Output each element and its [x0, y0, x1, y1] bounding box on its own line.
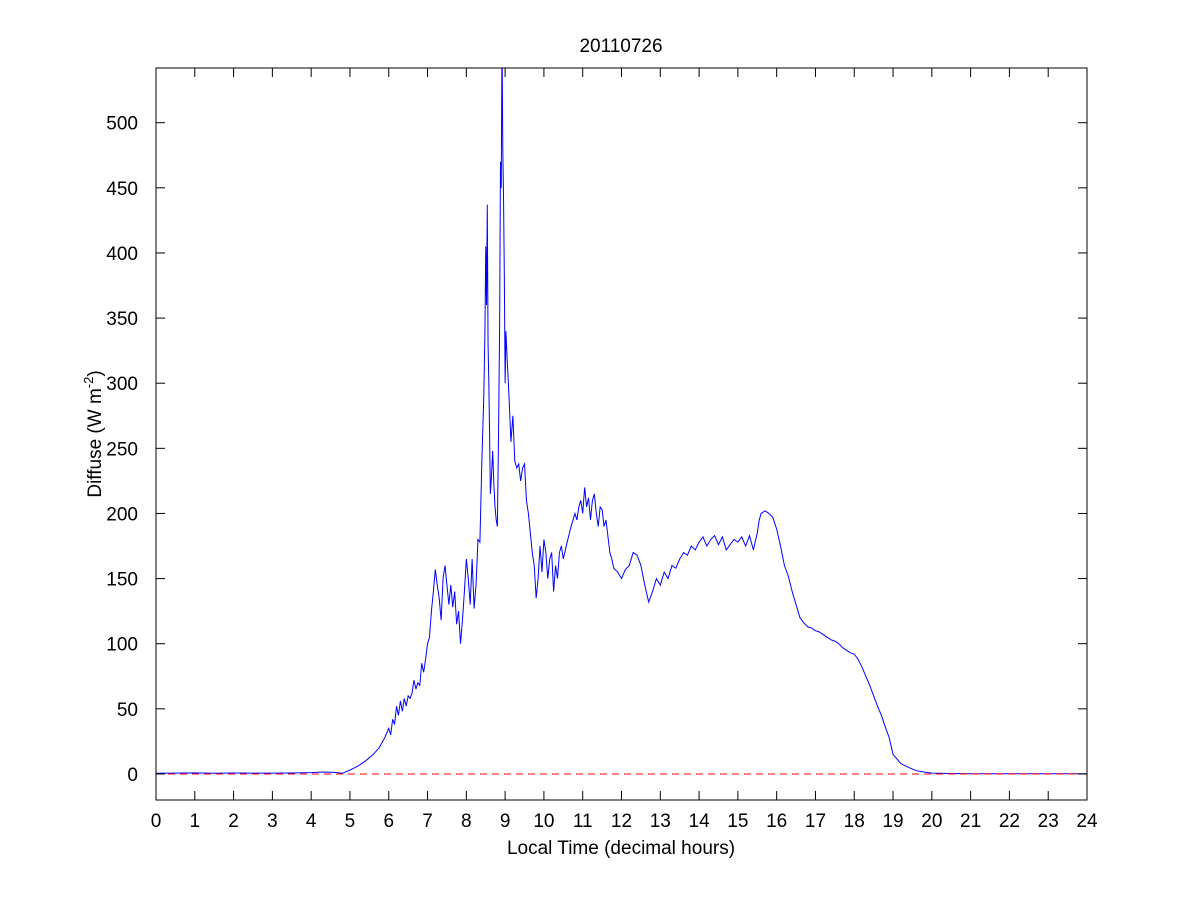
plot-area — [156, 68, 1087, 800]
y-tick-label: 50 — [117, 700, 138, 721]
y-axis-title-close: ) — [85, 370, 106, 376]
y-tick-label: 500 — [106, 114, 138, 135]
x-tick-label: 5 — [345, 811, 356, 832]
x-tick-label: 11 — [573, 811, 593, 832]
y-axis-title-superscript: -2 — [81, 377, 96, 389]
x-tick-label: 0 — [151, 811, 162, 832]
x-tick-label: 23 — [1038, 811, 1059, 832]
x-tick-label: 18 — [844, 811, 865, 832]
x-tick-label: 1 — [190, 811, 201, 832]
diffuse-series-line — [156, 68, 1087, 775]
x-tick-label: 4 — [306, 811, 317, 832]
x-tick-label: 3 — [267, 811, 278, 832]
x-tick-label: 10 — [533, 811, 554, 832]
y-tick-label: 200 — [106, 504, 138, 525]
chart-title: 20110726 — [579, 36, 662, 57]
y-tick-label: 100 — [106, 635, 138, 656]
x-tick-label: 19 — [882, 811, 903, 832]
axes-box — [155, 67, 1088, 801]
y-tick-label: 150 — [106, 570, 138, 591]
x-tick-label: 14 — [689, 811, 711, 832]
y-tick-label: 450 — [106, 179, 138, 200]
x-tick-label: 22 — [999, 811, 1020, 832]
series-layer — [156, 68, 1087, 775]
y-tick-label: 350 — [106, 309, 138, 330]
x-tick-label: 24 — [1076, 811, 1098, 832]
y-axis-title: Diffuse (W m-2) — [81, 370, 106, 497]
x-tick-label: 8 — [461, 811, 472, 832]
x-tick-label: 12 — [611, 811, 632, 832]
x-axis-title: Local Time (decimal hours) — [507, 838, 735, 859]
x-tick-label: 21 — [960, 811, 981, 832]
x-tick-label: 16 — [766, 811, 787, 832]
x-tick-labels: 0 1 2 3 4 5 6 7 8 9 10 11 12 13 14 15 16 17 18 19 20 21 22 23 24 — [151, 811, 1098, 832]
y-tick-label: 300 — [106, 374, 138, 395]
x-tick-label: 9 — [500, 811, 511, 832]
x-tick-label: 20 — [921, 811, 942, 832]
y-tick-label: 0 — [127, 765, 138, 786]
y-tick-label: 250 — [106, 439, 138, 460]
x-tick-label: 17 — [805, 811, 826, 832]
x-tick-label: 6 — [383, 811, 394, 832]
y-axis-title-main: Diffuse (W m — [85, 388, 106, 497]
x-tick-label: 13 — [650, 811, 671, 832]
y-tick-label: 400 — [106, 244, 138, 265]
x-tick-label: 15 — [727, 811, 748, 832]
x-tick-label: 2 — [228, 811, 239, 832]
y-tick-labels: 0 50 100 150 200 250 300 350 400 450 500 — [106, 114, 138, 786]
x-tick-label: 7 — [422, 811, 433, 832]
